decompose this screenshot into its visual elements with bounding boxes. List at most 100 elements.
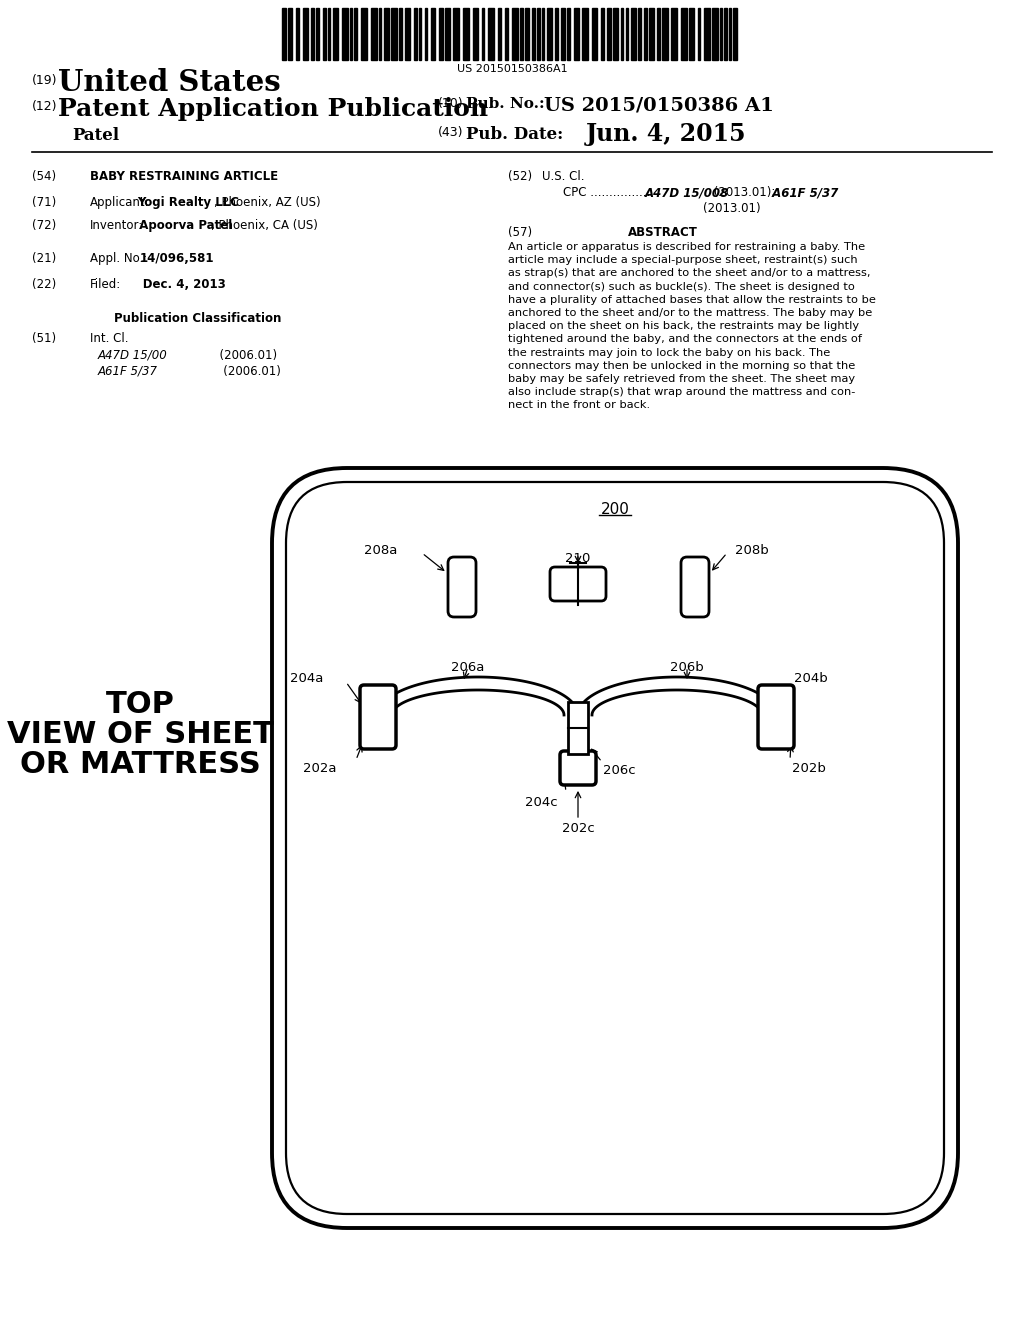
- Text: A47D 15/00: A47D 15/00: [98, 348, 168, 362]
- Bar: [582, 8, 588, 59]
- Text: Pub. Date:: Pub. Date:: [466, 125, 563, 143]
- Text: A61F 5/37: A61F 5/37: [98, 366, 158, 378]
- Bar: [288, 8, 292, 59]
- Text: connectors may then be unlocked in the morning so that the: connectors may then be unlocked in the m…: [508, 360, 855, 371]
- Text: Patel: Patel: [72, 127, 119, 144]
- Text: A61F 5/37: A61F 5/37: [768, 186, 839, 199]
- Text: the restraints may join to lock the baby on his back. The: the restraints may join to lock the baby…: [508, 347, 830, 358]
- Text: (21): (21): [32, 252, 56, 265]
- Text: tightened around the baby, and the connectors at the ends of: tightened around the baby, and the conne…: [508, 334, 862, 345]
- Bar: [671, 8, 677, 59]
- Text: placed on the sheet on his back, the restraints may be lightly: placed on the sheet on his back, the res…: [508, 321, 859, 331]
- Bar: [525, 8, 529, 59]
- FancyBboxPatch shape: [681, 557, 709, 616]
- Bar: [649, 8, 654, 59]
- Text: 204a: 204a: [290, 672, 323, 685]
- Text: (10): (10): [438, 96, 464, 110]
- Text: (12): (12): [32, 100, 57, 114]
- Bar: [316, 8, 319, 59]
- Text: (19): (19): [32, 74, 57, 87]
- Bar: [445, 8, 450, 59]
- Text: (2006.01): (2006.01): [182, 348, 278, 362]
- Text: 204c: 204c: [525, 796, 558, 809]
- Bar: [342, 8, 348, 59]
- Text: 200: 200: [600, 502, 630, 517]
- Bar: [323, 8, 326, 59]
- Text: An article or apparatus is described for restraining a baby. The: An article or apparatus is described for…: [508, 242, 865, 252]
- Text: 202c: 202c: [561, 822, 594, 836]
- Bar: [328, 8, 330, 59]
- Bar: [482, 8, 484, 59]
- Bar: [607, 8, 611, 59]
- Bar: [333, 8, 338, 59]
- Text: (52): (52): [508, 170, 532, 183]
- Text: (2013.01): (2013.01): [703, 202, 761, 215]
- Text: 208a: 208a: [364, 544, 397, 557]
- Text: (72): (72): [32, 219, 56, 232]
- Bar: [350, 8, 352, 59]
- Bar: [547, 8, 552, 59]
- Bar: [282, 8, 286, 59]
- Bar: [555, 8, 558, 59]
- Text: Yogi Realty LLC: Yogi Realty LLC: [137, 195, 239, 209]
- FancyBboxPatch shape: [560, 751, 596, 785]
- Text: ABSTRACT: ABSTRACT: [628, 226, 698, 239]
- Text: (57): (57): [508, 226, 532, 239]
- Bar: [498, 8, 501, 59]
- Text: Applicant:: Applicant:: [90, 195, 150, 209]
- Polygon shape: [578, 677, 776, 715]
- Bar: [520, 8, 523, 59]
- Text: (54): (54): [32, 170, 56, 183]
- Bar: [621, 8, 623, 59]
- Text: (43): (43): [438, 125, 464, 139]
- Text: Patent Application Publication: Patent Application Publication: [58, 96, 488, 121]
- FancyBboxPatch shape: [449, 557, 476, 616]
- Text: (2013.01);: (2013.01);: [710, 186, 775, 199]
- Text: , Phoenix, CA (US): , Phoenix, CA (US): [211, 219, 317, 232]
- Text: OR MATTRESS: OR MATTRESS: [19, 750, 260, 779]
- Text: 206a: 206a: [452, 661, 484, 675]
- FancyBboxPatch shape: [568, 702, 588, 754]
- Bar: [439, 8, 443, 59]
- Bar: [574, 8, 579, 59]
- Bar: [712, 8, 718, 59]
- Bar: [384, 8, 389, 59]
- FancyBboxPatch shape: [360, 685, 396, 748]
- Text: Dec. 4, 2013: Dec. 4, 2013: [118, 279, 225, 290]
- Bar: [561, 8, 565, 59]
- Bar: [542, 8, 544, 59]
- Bar: [505, 8, 508, 59]
- Bar: [638, 8, 641, 59]
- Bar: [512, 8, 518, 59]
- Bar: [431, 8, 435, 59]
- Bar: [689, 8, 694, 59]
- Text: , Phoenix, AZ (US): , Phoenix, AZ (US): [214, 195, 321, 209]
- Bar: [379, 8, 381, 59]
- FancyBboxPatch shape: [758, 685, 794, 748]
- Bar: [371, 8, 377, 59]
- Text: Apoorva Patel: Apoorva Patel: [131, 219, 232, 232]
- Text: CPC ................: CPC ................: [563, 186, 654, 199]
- Text: VIEW OF SHEET: VIEW OF SHEET: [6, 719, 273, 748]
- Bar: [399, 8, 402, 59]
- FancyBboxPatch shape: [550, 568, 606, 601]
- Text: U.S. Cl.: U.S. Cl.: [542, 170, 585, 183]
- FancyBboxPatch shape: [286, 482, 944, 1214]
- Bar: [631, 8, 636, 59]
- Text: US 2015/0150386 A1: US 2015/0150386 A1: [544, 96, 774, 115]
- Bar: [532, 8, 535, 59]
- Bar: [567, 8, 570, 59]
- Text: (51): (51): [32, 333, 56, 345]
- Text: (71): (71): [32, 195, 56, 209]
- Text: nect in the front or back.: nect in the front or back.: [508, 400, 650, 411]
- Text: 14/096,581: 14/096,581: [140, 252, 214, 265]
- Text: Inventor:: Inventor:: [90, 219, 143, 232]
- Bar: [391, 8, 397, 59]
- Text: 202a: 202a: [302, 762, 336, 775]
- Text: anchored to the sheet and/or to the mattress. The baby may be: anchored to the sheet and/or to the matt…: [508, 308, 872, 318]
- Text: 210: 210: [565, 552, 591, 565]
- Bar: [406, 8, 410, 59]
- Text: BABY RESTRAINING ARTICLE: BABY RESTRAINING ARTICLE: [90, 170, 279, 183]
- Bar: [644, 8, 647, 59]
- Bar: [729, 8, 731, 59]
